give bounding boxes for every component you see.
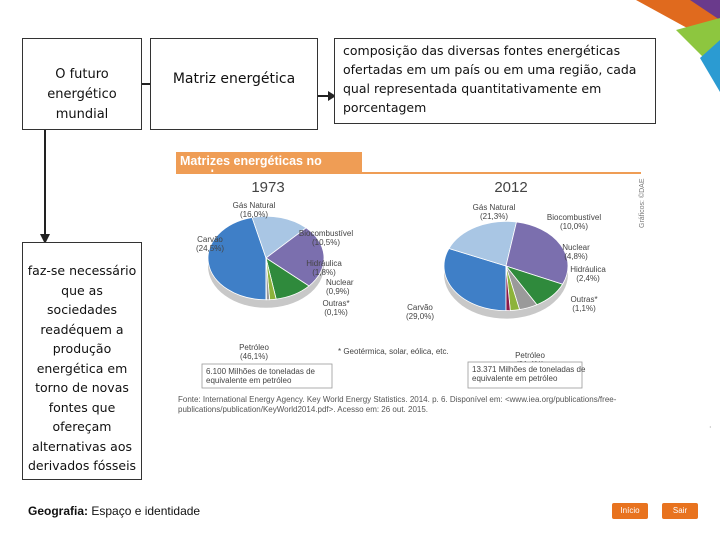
pie-slice-petrleo (443, 248, 507, 312)
pie-total-box (467, 361, 583, 389)
pie-label-category: Hidráulica (570, 265, 606, 274)
necessity-box: faz-se necessário que as sociedades read… (22, 242, 142, 480)
pie-total-label: equivalente em petróleo (472, 374, 558, 383)
corner-blue-triangle (700, 40, 720, 92)
footer-subject-value: Espaço e identidade (88, 504, 201, 518)
footer-subject: Geografia: Espaço e identidade (28, 504, 200, 518)
pie-label-value: (4,8%) (564, 252, 588, 261)
pie-label-category: Biocombustível (547, 213, 601, 222)
pie-label-category: Petróleo (515, 351, 545, 360)
pie-total-label: 13.371 Milhões de toneladas de (472, 365, 586, 374)
pie-label-value: (1,8%) (312, 268, 336, 277)
definition-box: composição das diversas fontes energétic… (334, 38, 656, 124)
pie-label-value: (0,9%) (326, 287, 350, 296)
pie-label-category: Gás Natural (233, 201, 276, 210)
pie-label-category: Nuclear (326, 278, 354, 287)
pie-label-value: (0,1%) (324, 308, 348, 317)
footer-subject-label: Geografia: (28, 504, 89, 518)
pie-slice-petrleo (207, 217, 267, 301)
pie-label-value: (46,1%) (240, 352, 268, 361)
definition-text: composição das diversas fontes energétic… (343, 43, 637, 115)
figure-title-rule (176, 172, 641, 174)
pie-label-category: Carvão (407, 303, 433, 312)
pie-label-value: (21,3%) (480, 212, 508, 221)
energy-matrix-figure: Matrizes energéticas no mundo Gráficos: … (176, 150, 656, 418)
pie-label-category: Outras* (570, 295, 597, 304)
pie-slice-carvo (265, 227, 325, 287)
pie-label-value: (2,4%) (576, 274, 600, 283)
pie-label-value: (16,0%) (240, 210, 268, 219)
pie-label-category: Carvão (197, 235, 223, 244)
corner-purple-triangle (690, 0, 720, 20)
exit-button[interactable]: Sair (662, 503, 698, 519)
figure-source-line1: Fonte: International Energy Agency. Key … (178, 395, 617, 404)
pie-label-category: Hidráulica (306, 259, 342, 268)
figure-title: Matrizes energéticas no mundo (180, 154, 322, 182)
pie-slice-outras (505, 265, 511, 312)
pie-total-label: 6.100 Milhões de toneladas de (206, 367, 316, 376)
pie-year-title: 1973 (251, 179, 284, 196)
future-energy-text: O futuro energético mundial (47, 67, 117, 122)
pie-charts-svg: Gráficos: ©DAE * Geotérmica, solar, eóli… (178, 178, 646, 414)
pie-label-category: Nuclear (562, 243, 590, 252)
pie-label-value: (10,0%) (560, 222, 588, 231)
figure-source-line2: publications/publication/KeyWorld2014.pd… (178, 405, 428, 414)
pie-label-category: Petróleo (239, 343, 269, 352)
pie-total-label: equivalente em petróleo (206, 376, 292, 385)
figure-title-bar: Matrizes energéticas no mundo (176, 152, 362, 182)
stray-mark: · (709, 423, 712, 432)
home-button[interactable]: Início (612, 503, 648, 519)
pie-label-category: Gás Natural (473, 203, 516, 212)
corner-green-triangle (676, 18, 720, 74)
necessity-text: faz-se necessário que as sociedades read… (27, 263, 137, 473)
pie-slice-gsnatural (251, 215, 307, 259)
pie-label-value: (10,5%) (312, 238, 340, 247)
figure-credit: Gráficos: ©DAE (638, 178, 646, 228)
pie-label-value: (24,5%) (196, 244, 224, 253)
pie-label-value: (1,1%) (572, 304, 596, 313)
pie-label-category: Biocombustível (299, 229, 353, 238)
pie-slice-gsnatural (448, 220, 517, 267)
pie-label-category: Outras* (322, 299, 349, 308)
pie-year-title: 2012 (494, 179, 527, 196)
pie-total-box (201, 363, 333, 389)
figure-note: * Geotérmica, solar, eólica, etc. (338, 347, 449, 356)
energy-matrix-text: Matriz energética (172, 71, 296, 87)
pie-slice-carvo (505, 221, 569, 285)
future-energy-box: O futuro energético mundial (22, 38, 142, 130)
energy-matrix-box: Matriz energética (150, 38, 318, 130)
pie-label-value: (29,0%) (406, 312, 434, 321)
